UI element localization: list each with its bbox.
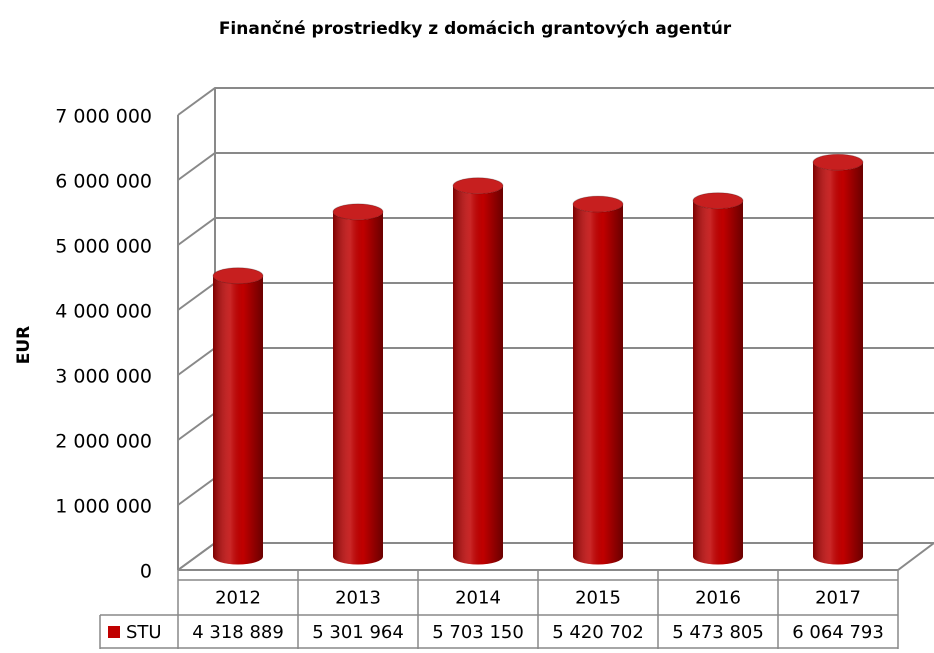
legend-swatch [108,626,120,638]
y-tick-label: 5 000 000 [55,236,152,258]
grid-line [177,152,934,181]
bar-top [453,177,503,194]
x-tick-label: 2014 [455,588,501,609]
y-tick-label: 0 [140,561,152,583]
bar-top [813,154,863,171]
bar-top [213,267,263,284]
data-table-value: 5 301 964 [312,622,404,643]
bar-top [573,196,623,213]
bar-shade [693,200,743,565]
legend-label: STU [126,622,162,643]
data-table-value: 5 473 805 [672,622,764,643]
bar-top-highlight [812,153,864,171]
data-table-value: 6 064 793 [792,622,884,643]
x-tick-label: 2016 [695,588,741,609]
bar-top-highlight [692,192,744,210]
data-table-value: 5 420 702 [552,622,644,643]
y-tick-label: 7 000 000 [55,106,152,128]
bar-shade [813,162,863,565]
bar-top [333,203,383,220]
bar-shade [212,275,263,565]
bar-top-highlight [332,203,384,221]
x-tick-label: 2017 [815,588,861,609]
data-table-value: 4 318 889 [192,622,284,643]
bar-shade [573,204,623,565]
y-tick-label: 4 000 000 [55,301,152,323]
y-tick-label: 3 000 000 [55,366,152,388]
y-axis-label: EUR [14,326,34,365]
bar-shade [452,185,503,565]
data-table-value: 5 703 150 [432,622,524,643]
bar-top-highlight [452,177,504,195]
y-tick-label: 1 000 000 [55,496,152,518]
x-tick-label: 2013 [335,588,381,609]
grid-line [177,87,934,116]
bar-shade [333,211,383,565]
x-tick-label: 2012 [215,588,261,609]
bar-top-highlight [572,195,624,213]
bar-top [693,192,743,209]
y-tick-label: 2 000 000 [55,431,152,453]
chart-title: Finančné prostriedky z domácich grantový… [219,19,732,39]
bar-top-highlight [212,267,264,285]
x-tick-label: 2015 [575,588,621,609]
y-tick-label: 6 000 000 [55,171,152,193]
